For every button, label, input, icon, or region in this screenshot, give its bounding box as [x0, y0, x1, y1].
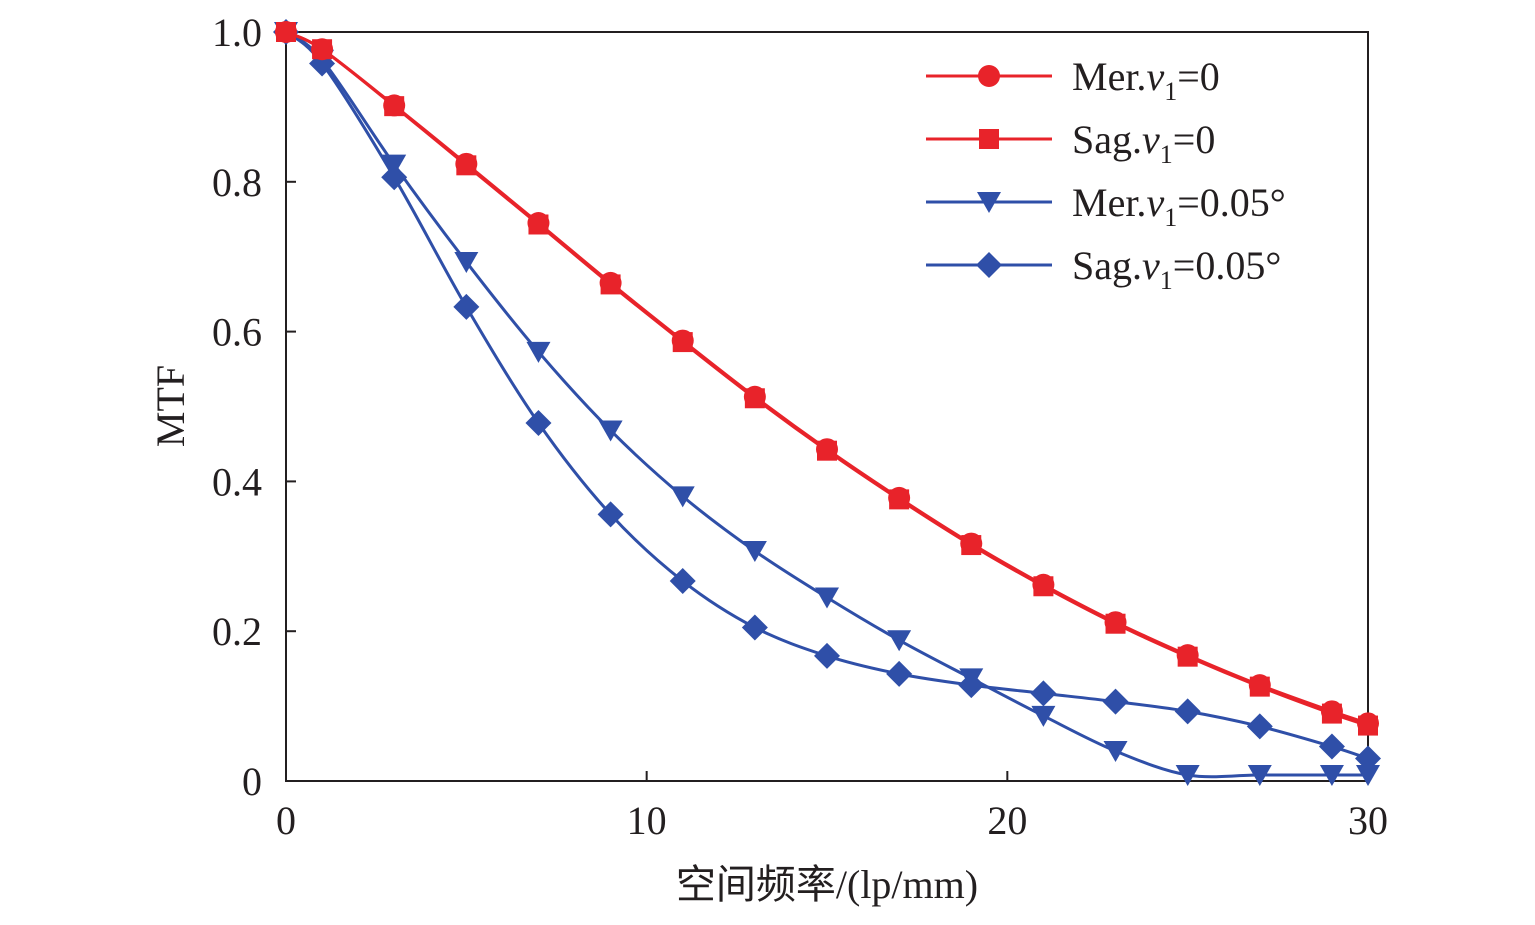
y-tick-label: 0	[242, 759, 262, 804]
y-tick-label: 0.8	[212, 160, 262, 205]
legend-label: Sag.v1=0.05°	[1072, 243, 1281, 295]
y-tick-label: 0.6	[212, 310, 262, 355]
data-point-triangle-down	[815, 587, 839, 609]
data-point-diamond	[381, 164, 408, 191]
data-point-triangle-down	[1247, 765, 1272, 787]
y-axis-ticks: 0 0.2 0.4 0.6 0.8 1.0	[212, 10, 296, 804]
data-point-triangle-down	[742, 541, 767, 563]
data-point-circle	[599, 271, 622, 294]
data-point-diamond	[1355, 745, 1381, 772]
data-point-diamond	[958, 672, 985, 699]
data-point-diamond	[453, 293, 480, 320]
data-point-diamond	[1174, 698, 1201, 725]
legend-label: Mer.v1=0.05°	[1072, 180, 1286, 232]
data-point-diamond	[525, 409, 552, 436]
legend-marker-square	[979, 129, 999, 149]
data-point-diamond	[886, 660, 913, 687]
plot-frame	[285, 31, 1369, 782]
data-point-diamond	[1246, 713, 1273, 740]
data-point-diamond	[1030, 680, 1057, 707]
legend-marker-triangle-down	[977, 192, 1001, 213]
legend: Mer.v1=0 Sag.v1=0 Mer.v1=0.05° Sag.v1=0.05°	[926, 54, 1286, 295]
data-point-diamond	[597, 501, 624, 528]
series-layer	[273, 19, 1381, 787]
legend-entry: Mer.v1=0.05°	[926, 180, 1286, 232]
legend-label: Sag.v1=0	[1072, 117, 1215, 169]
data-point-triangle-down	[1175, 765, 1200, 787]
data-point-circle	[1176, 644, 1199, 667]
legend-marker-diamond	[976, 252, 1002, 278]
y-axis-title: MTF	[148, 365, 193, 447]
x-tick-label: 30	[1348, 798, 1388, 843]
x-axis-title: 空间频率/(lp/mm)	[676, 862, 978, 907]
data-point-circle	[311, 38, 334, 61]
series-diamond	[273, 19, 1381, 772]
data-point-triangle-down	[598, 420, 623, 442]
data-point-circle	[383, 94, 406, 117]
data-point-diamond	[1318, 733, 1345, 760]
data-point-circle	[743, 385, 766, 408]
legend-entry: Sag.v1=0.05°	[926, 243, 1281, 295]
x-tick-label: 0	[276, 798, 296, 843]
x-tick-label: 10	[627, 798, 667, 843]
data-point-circle	[1032, 573, 1055, 596]
legend-entry: Mer.v1=0	[926, 54, 1220, 106]
y-tick-label: 0.4	[212, 459, 262, 504]
data-point-circle	[960, 532, 983, 555]
data-point-triangle-down	[1031, 705, 1056, 727]
y-tick-label: 0.2	[212, 609, 262, 654]
data-point-triangle-down	[1103, 741, 1128, 763]
data-point-circle	[671, 329, 694, 352]
data-point-triangle-down	[887, 630, 912, 652]
data-point-circle	[1104, 611, 1127, 634]
legend-marker-circle	[978, 65, 1000, 87]
data-point-triangle-down	[454, 251, 479, 273]
legend-label: Mer.v1=0	[1072, 54, 1220, 106]
data-point-circle	[888, 486, 911, 509]
data-point-triangle-down	[670, 486, 695, 508]
data-point-circle	[816, 438, 838, 461]
data-point-diamond	[1102, 688, 1129, 715]
x-tick-label: 20	[987, 798, 1027, 843]
series-circle	[275, 21, 1379, 735]
data-point-circle	[275, 21, 297, 43]
data-point-triangle-down	[1356, 765, 1380, 787]
data-point-diamond	[741, 614, 768, 641]
data-point-diamond	[814, 642, 840, 669]
data-point-triangle-down	[526, 341, 551, 363]
data-point-circle	[527, 211, 550, 234]
data-point-circle	[1320, 700, 1343, 723]
data-point-triangle-down	[1319, 765, 1344, 787]
data-point-circle	[1248, 674, 1271, 697]
legend-entry: Sag.v1=0	[926, 117, 1215, 169]
data-point-diamond	[669, 568, 696, 595]
data-point-circle	[455, 152, 478, 175]
data-point-circle	[1357, 712, 1379, 735]
y-tick-label: 1.0	[212, 10, 262, 55]
